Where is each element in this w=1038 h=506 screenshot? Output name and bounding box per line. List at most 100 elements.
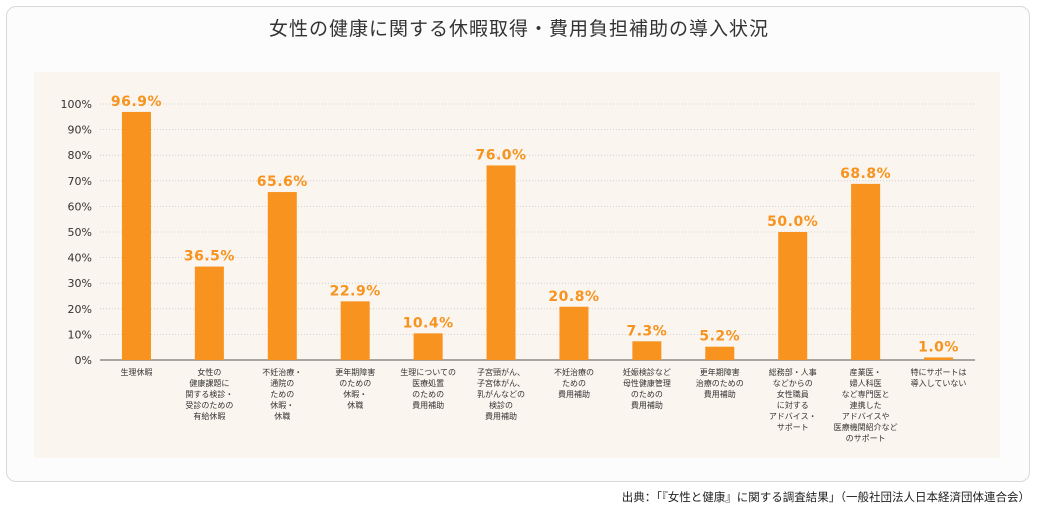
x-tick-label-line: サポート (777, 423, 809, 432)
y-tick-label: 50% (68, 226, 92, 239)
x-tick-label: 生理休暇 (120, 367, 152, 377)
x-tick-label-line: アドバイスや (842, 412, 890, 421)
value-label: 10.4% (403, 315, 454, 331)
x-tick-label-line: 有給休暇 (193, 411, 225, 421)
x-tick-label-line: 特にサポートは (911, 367, 967, 377)
x-tick-label: 特にサポートは導入していない (911, 367, 967, 388)
x-tick-label-line: 更年期障害 (700, 367, 740, 377)
value-label: 50.0% (767, 214, 818, 230)
chart-title: 女性の健康に関する休暇取得・費用負担補助の導入状況 (268, 18, 769, 40)
x-tick-label-line: のための (339, 379, 371, 388)
x-tick-label: 更年期障害のための休暇・休職 (335, 367, 375, 410)
chart-panel (34, 72, 1000, 458)
value-label: 96.9% (111, 94, 162, 110)
x-tick-label-line: のための (631, 390, 663, 399)
x-tick-label-line: 費用補助 (485, 411, 517, 421)
x-tick-label-line: 妊娠検診など (623, 367, 671, 377)
x-tick-label-line: 生理休暇 (120, 367, 152, 377)
y-tick-label: 30% (68, 277, 92, 290)
value-label: 22.9% (330, 283, 381, 299)
x-tick-label-line: など専門医と (842, 389, 890, 399)
x-tick-label-line: のサポート (846, 434, 886, 443)
x-tick-label-line: に対する (777, 400, 809, 410)
y-tick-label: 60% (68, 200, 92, 213)
value-label: 68.8% (840, 166, 891, 182)
x-tick-label: 妊娠検診など母性健康管理のための費用補助 (623, 367, 671, 410)
x-tick-label-line: 子宮頸がん、 (477, 367, 525, 377)
y-tick-label: 20% (68, 303, 92, 316)
y-tick-label: 40% (68, 252, 92, 265)
x-tick-label: 子宮頸がん、子宮体がん、乳がんなどの検診の費用補助 (477, 367, 525, 421)
x-tick-label-line: 検診の (489, 400, 513, 410)
x-tick-label-line: 関する検診・ (185, 389, 233, 399)
y-tick-label: 80% (68, 149, 92, 162)
x-tick-label: 総務部・人事などからの女性職員に対するアドバイス・サポート (769, 367, 817, 432)
value-label: 76.0% (476, 147, 527, 163)
x-tick-label-line: アドバイス・ (769, 412, 817, 421)
bar (121, 111, 151, 360)
bar (559, 306, 589, 360)
y-tick-label: 0% (75, 354, 92, 367)
x-tick-label: 女性の健康課題に関する検診・受診のための有給休暇 (185, 367, 233, 421)
x-tick-label-line: 生理についての (400, 367, 456, 377)
x-tick-label-line: 導入していない (911, 378, 967, 388)
x-tick-label-line: 産業医・ (850, 367, 882, 377)
bar (413, 333, 443, 360)
bar (924, 357, 954, 360)
x-tick-label-line: 女性の (197, 367, 221, 377)
x-tick-label-line: 母性健康管理 (623, 378, 671, 388)
x-tick-label-line: などからの (773, 379, 813, 388)
x-tick-label-line: 医療機関紹介など (834, 422, 898, 432)
x-tick-label-line: 費用補助 (558, 389, 590, 399)
value-label: 1.0% (918, 339, 959, 355)
bar (632, 341, 662, 360)
x-tick-label-line: 更年期障害 (335, 367, 375, 377)
bar (851, 183, 881, 360)
x-tick-label-line: 健康課題に (189, 378, 229, 388)
x-tick-label-line: ための (562, 379, 586, 388)
source-note: 出典：「『女性と健康』に関する調査結果」（一般社団法人日本経済団体連合会） (621, 490, 1030, 504)
x-tick-label: 不妊治療のための費用補助 (554, 367, 594, 399)
x-tick-label-line: ための (270, 390, 294, 399)
x-tick-label: 不妊治療・通院のための休暇・休職 (262, 367, 302, 421)
bar (267, 192, 297, 360)
value-label: 5.2% (699, 329, 740, 345)
x-tick-label-line: 不妊治療・ (262, 367, 302, 377)
y-tick-label: 100% (61, 98, 92, 111)
x-tick-label-line: 連携した (850, 400, 882, 410)
value-label: 36.5% (184, 249, 235, 265)
y-tick-label: 90% (68, 124, 92, 137)
x-tick-label-line: 費用補助 (704, 389, 736, 399)
bar (705, 346, 735, 360)
x-tick-label-line: 休職 (347, 400, 363, 410)
x-tick-label: 更年期障害治療のための費用補助 (696, 367, 744, 399)
x-tick-label-line: 費用補助 (412, 400, 444, 410)
x-tick-label-line: 費用補助 (631, 400, 663, 410)
x-tick-label-line: 総務部・人事 (769, 367, 817, 377)
value-label: 65.6% (257, 174, 308, 190)
y-tick-label: 70% (68, 175, 92, 188)
bar (194, 266, 224, 360)
y-tick-label: 10% (68, 328, 92, 341)
x-tick-label: 産業医・婦人科医など専門医と連携したアドバイスや医療機関紹介などのサポート (834, 367, 898, 443)
x-tick-label-line: 乳がんなどの (477, 389, 525, 399)
value-label: 20.8% (548, 289, 599, 305)
x-tick-label-line: 治療のための (696, 378, 744, 388)
x-tick-label-line: 休暇・ (343, 389, 367, 399)
x-tick-label-line: 女性職員 (777, 389, 809, 399)
x-tick-label-line: 婦人科医 (850, 378, 882, 388)
bar (486, 165, 516, 360)
x-tick-label-line: 休暇・ (270, 400, 294, 410)
x-tick-label-line: 通院の (270, 378, 294, 388)
x-tick-label-line: 休職 (274, 411, 290, 421)
x-tick-label-line: 受診のための (185, 400, 233, 410)
x-tick-label-line: 子宮体がん、 (477, 378, 525, 388)
bar (340, 301, 370, 360)
x-tick-label-line: のための (412, 390, 444, 399)
x-tick-label: 生理についての医療処置のための費用補助 (400, 367, 456, 410)
x-tick-label-line: 不妊治療の (554, 367, 594, 377)
x-tick-label-line: 医療処置 (412, 378, 444, 388)
bar (778, 232, 808, 360)
value-label: 7.3% (626, 323, 667, 339)
